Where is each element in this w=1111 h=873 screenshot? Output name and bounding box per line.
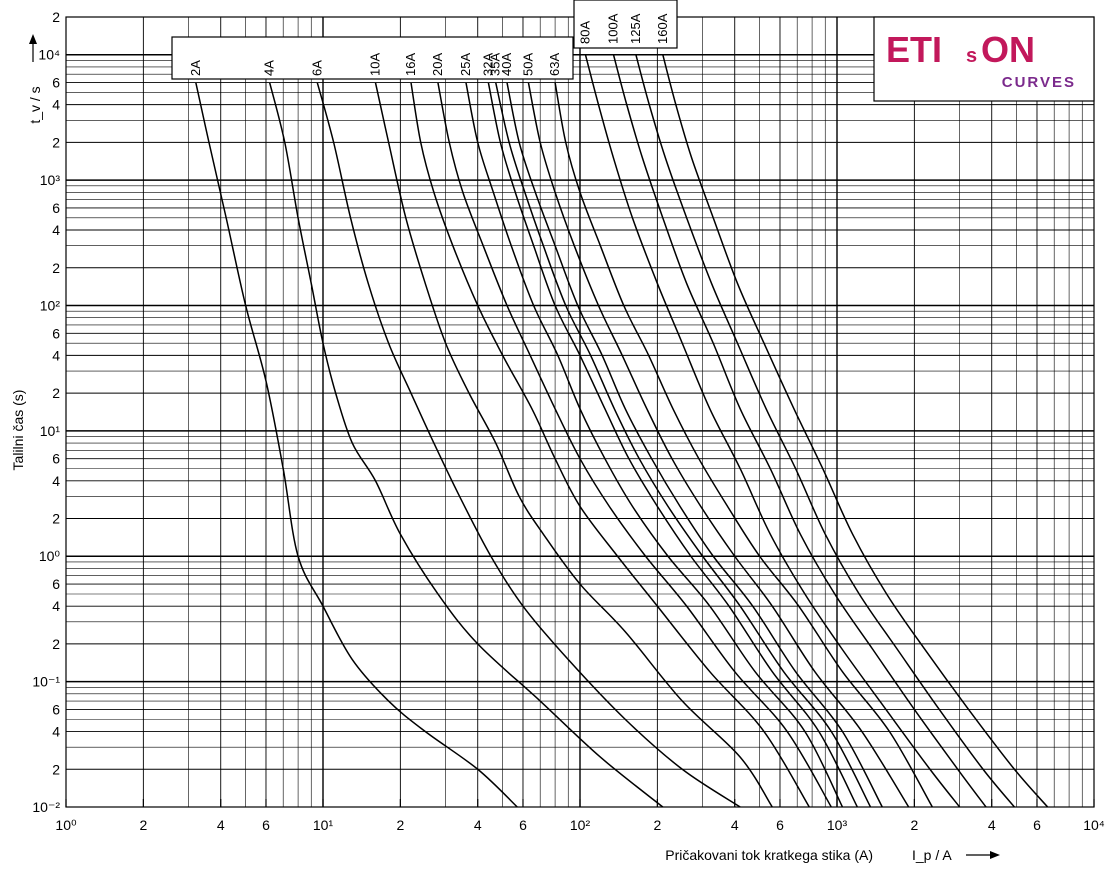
x-tick-label: 6 — [519, 817, 527, 833]
curve-label-10A: 10A — [368, 53, 383, 76]
y-tick-label: 10² — [40, 297, 61, 313]
x-tick-label: 2 — [396, 817, 404, 833]
y-tick-labels: 10⁻² 2 4 6 10⁻¹ 2 4 6 10⁰ 2 4 6 10¹ 2 4 6 10² 2 4 6 10³ 2 4 6 10… — [32, 9, 60, 815]
curve-80A — [584, 54, 961, 808]
curve-100A — [612, 54, 987, 808]
y-tick-label: 2 — [52, 511, 60, 527]
curve-label-100A: 100A — [606, 13, 621, 44]
y-tick-label: 2 — [52, 134, 60, 150]
y-tick-label: 6 — [52, 576, 60, 592]
curve-label-16A: 16A — [403, 53, 418, 76]
y-tick-label: 6 — [52, 325, 60, 341]
brand-name-right: ON — [981, 29, 1035, 70]
curve-label-6A: 6A — [309, 60, 324, 76]
y-tick-label: 6 — [52, 75, 60, 91]
fuse-curves — [195, 54, 1049, 808]
curve-16A — [410, 82, 810, 808]
x-tick-label: 6 — [776, 817, 784, 833]
curve-25A — [465, 82, 844, 808]
curve-label-125A: 125A — [628, 13, 643, 44]
curve-label-63A: 63A — [547, 53, 562, 76]
y-axis-title: Talilni čas (s) — [10, 390, 26, 471]
x-tick-label: 4 — [988, 817, 996, 833]
y-tick-label: 10⁰ — [39, 548, 61, 564]
curve-125A — [635, 54, 1015, 808]
x-tick-label: 2 — [139, 817, 147, 833]
y-tick-label: 6 — [52, 451, 60, 467]
curve-50A — [527, 82, 910, 808]
x-axis-unit: I_p / A — [912, 847, 952, 863]
curve-6A — [316, 82, 741, 808]
y-tick-label: 2 — [52, 636, 60, 652]
curve-32A — [487, 82, 859, 808]
x-axis-arrow — [966, 851, 1000, 859]
x-tick-label: 2 — [653, 817, 661, 833]
brand-name-left: ETI — [886, 29, 942, 70]
y-tick-label: 10⁻¹ — [32, 674, 60, 690]
y-axis-unit: t_v / s — [27, 86, 43, 123]
y-tick-label: 4 — [52, 347, 60, 363]
curve-160A — [662, 54, 1049, 808]
brand-box — [873, 16, 1095, 102]
x-tick-label: 10³ — [827, 817, 848, 833]
y-tick-label: 2 — [52, 9, 60, 25]
rating-label-box-high — [573, 0, 678, 49]
x-tick-label: 10² — [570, 817, 591, 833]
y-tick-label: 6 — [52, 200, 60, 216]
y-tick-label: 10³ — [40, 172, 61, 188]
curve-label-80A: 80A — [577, 21, 592, 44]
curve-label-35A: 35A — [488, 53, 503, 76]
curve-label-50A: 50A — [520, 53, 535, 76]
y-tick-label: 4 — [52, 724, 60, 740]
brand-logo: ETI s ON CURVES — [873, 16, 1095, 102]
y-tick-label: 2 — [52, 385, 60, 401]
curve-label-32A: 32A — [480, 53, 495, 76]
x-tick-label: 10⁰ — [55, 817, 77, 833]
curve-label-25A: 25A — [458, 53, 473, 76]
y-tick-label: 6 — [52, 701, 60, 717]
y-tick-label: 4 — [52, 473, 60, 489]
y-tick-label: 2 — [52, 260, 60, 276]
curve-2A — [195, 82, 518, 808]
y-axis-arrow — [29, 34, 37, 62]
curve-10A — [374, 82, 773, 808]
curve-label-20A: 20A — [430, 53, 445, 76]
brand-subtitle: CURVES — [1002, 74, 1076, 91]
y-tick-label: 10⁴ — [38, 47, 60, 63]
y-tick-label: 2 — [52, 761, 60, 777]
y-tick-label: 4 — [52, 598, 60, 614]
y-tick-label: 4 — [52, 222, 60, 238]
curve-4A — [268, 82, 664, 808]
rating-label-box-low — [171, 36, 574, 80]
curve-label-160A: 160A — [655, 13, 670, 44]
curve-40A — [506, 82, 883, 808]
y-tick-label: 4 — [52, 97, 60, 113]
curve-label-40A: 40A — [499, 53, 514, 76]
brand-name-s: s — [966, 45, 977, 67]
x-tick-label: 10⁴ — [1083, 817, 1105, 833]
x-tick-label: 10¹ — [313, 817, 334, 833]
x-tick-label: 4 — [474, 817, 482, 833]
curve-35A — [494, 82, 872, 808]
x-tick-labels: 10⁰ 2 4 6 10¹ 2 4 6 10² 2 4 6 10³ 2 4 6 10⁴ — [55, 799, 1105, 833]
y-tick-label: 10⁻² — [32, 799, 60, 815]
x-tick-label: 6 — [262, 817, 270, 833]
x-tick-label: 6 — [1033, 817, 1041, 833]
curve-20A — [437, 82, 832, 808]
x-axis-title: Pričakovani tok kratkega stika (A) — [665, 847, 873, 863]
curve-63A — [554, 82, 934, 808]
curve-label-4A: 4A — [262, 60, 277, 76]
x-tick-label: 4 — [217, 817, 225, 833]
curve-label-2A: 2A — [188, 60, 203, 76]
x-tick-label: 2 — [910, 817, 918, 833]
x-tick-label: 4 — [731, 817, 739, 833]
y-tick-label: 10¹ — [40, 423, 61, 439]
